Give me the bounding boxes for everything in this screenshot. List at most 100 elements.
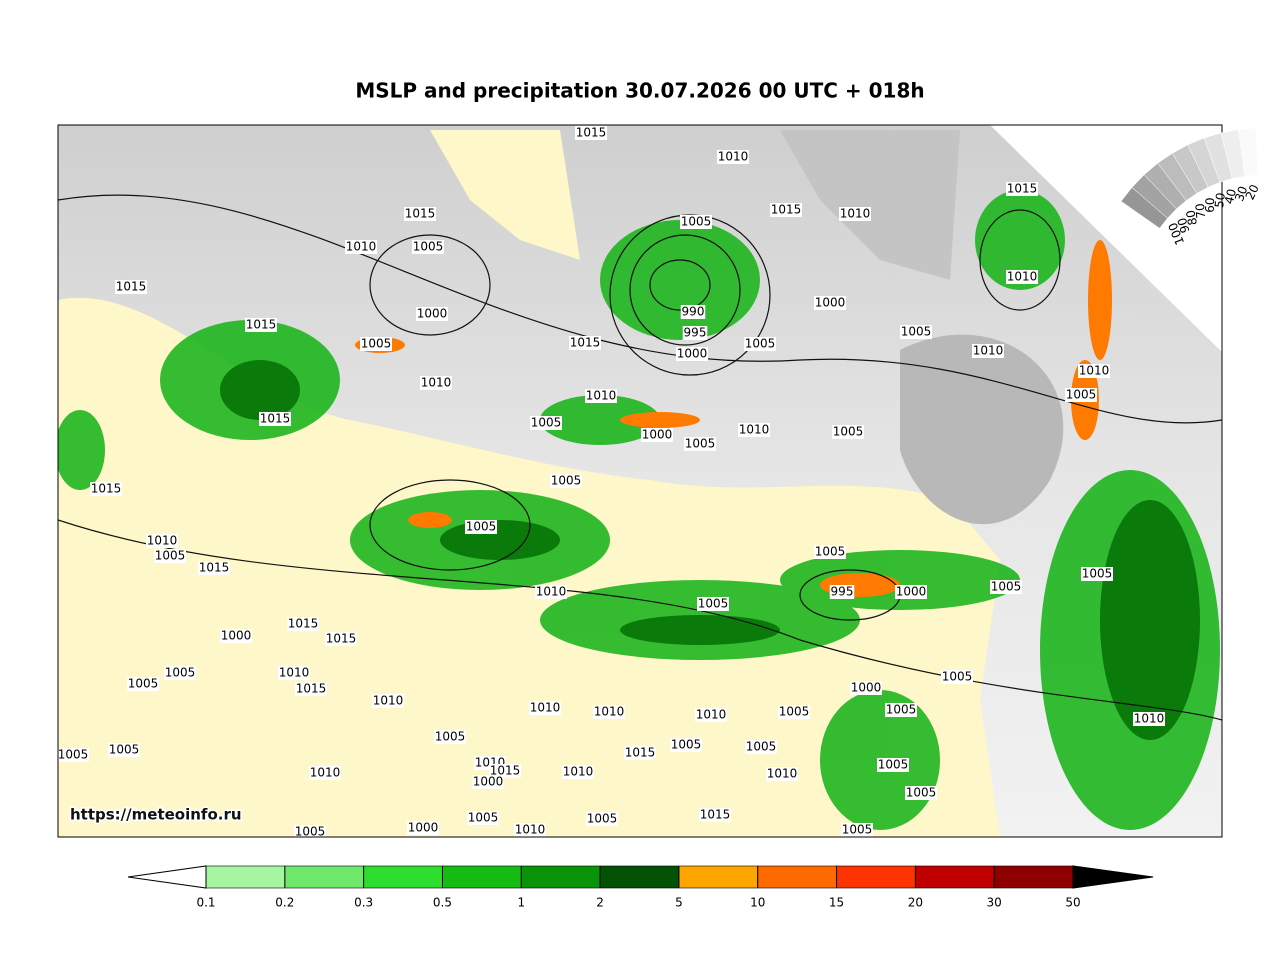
isobar-label: 1005 <box>886 703 917 717</box>
label-box <box>154 549 186 563</box>
colorbar-tick-label: 20 <box>908 896 923 910</box>
label-box <box>407 821 439 835</box>
isobar-label: 1000 <box>417 307 448 321</box>
cloud <box>900 334 1064 525</box>
label-box <box>738 423 770 437</box>
label-box <box>877 758 909 772</box>
isobar-label: 1015 <box>490 764 521 778</box>
label-box <box>744 337 776 351</box>
label-box <box>58 748 89 762</box>
isobar-label: 1005 <box>942 670 973 684</box>
isobar-label: 1005 <box>1082 567 1113 581</box>
label-box <box>814 545 846 559</box>
isobar-label: 1015 <box>700 808 731 822</box>
isobar-label: 1015 <box>576 126 607 140</box>
colorbar-tick-label: 15 <box>829 896 844 910</box>
isobar-label: 1010 <box>373 694 404 708</box>
isobar-label: 1005 <box>698 597 729 611</box>
isobar-label: 1015 <box>246 318 277 332</box>
colorbar-segment <box>442 865 522 889</box>
isobar-label: 1005 <box>991 580 1022 594</box>
label-box <box>278 666 310 680</box>
colorbar-tick-label: 0.1 <box>196 896 215 910</box>
label-box <box>259 412 291 426</box>
isobar-label: 1000 <box>221 629 252 643</box>
isobar-label: 1010 <box>563 765 594 779</box>
label-box <box>1006 270 1038 284</box>
label-box <box>360 337 392 351</box>
isobar-label: 1005 <box>779 705 810 719</box>
label-box <box>814 296 846 310</box>
isobar-label: 1010 <box>973 344 1004 358</box>
label-box <box>514 823 546 837</box>
colorbar-tick-label: 2 <box>596 896 604 910</box>
label-box <box>416 307 448 321</box>
isobar-label: 1005 <box>587 812 618 826</box>
isobar-label: 1015 <box>288 617 319 631</box>
isobar-label: 1015 <box>625 746 656 760</box>
label-box <box>345 240 377 254</box>
isobar-label: 1005 <box>435 730 466 744</box>
label-box <box>841 823 873 837</box>
colorbar-under <box>127 865 207 889</box>
label-box <box>472 775 504 789</box>
isobar-label: 1005 <box>58 748 89 762</box>
label-box <box>624 746 656 760</box>
label-box <box>778 705 810 719</box>
isobar-label: 1005 <box>681 215 712 229</box>
label-box <box>90 482 122 496</box>
isobars <box>58 194 1222 721</box>
label-box <box>895 585 927 599</box>
cloud-tick-label: 30 <box>1232 184 1250 203</box>
isobar-labels: 1015 1010 1015 1010 1005 1015 1000 1015 1005 1010… <box>58 126 1165 837</box>
label-box <box>325 632 357 646</box>
colorbar-segment <box>678 865 759 889</box>
label-box <box>972 344 1004 358</box>
isobar-label: 1015 <box>326 632 357 646</box>
label-box <box>569 336 601 350</box>
isobar-label: 1015 <box>570 336 601 350</box>
label-box <box>684 437 716 451</box>
label-box <box>108 743 140 757</box>
label-box <box>766 767 798 781</box>
colorbar-over <box>1072 865 1154 889</box>
isobar-label: 1005 <box>165 666 196 680</box>
isobar-label: 1015 <box>296 682 327 696</box>
isobar-label: 1005 <box>671 738 702 752</box>
isobar-label: 1010 <box>1007 270 1038 284</box>
label-box <box>164 666 196 680</box>
label-box <box>198 561 230 575</box>
isobar-label: 1005 <box>155 549 186 563</box>
isobar-label: 1005 <box>901 325 932 339</box>
colorbar-segment <box>757 865 837 889</box>
label-box <box>905 786 937 800</box>
colorbar-tick-label: 30 <box>987 896 1002 910</box>
isobar-label: 1005 <box>413 240 444 254</box>
label-box <box>562 765 594 779</box>
isobar-label: 990 <box>682 305 705 319</box>
isobar-label: 1010 <box>594 705 625 719</box>
land <box>430 130 580 260</box>
label-box <box>697 597 729 611</box>
isobar-label: 1010 <box>840 207 871 221</box>
isobar-label: 1010 <box>767 767 798 781</box>
isobar-label: 1005 <box>1066 388 1097 402</box>
isobar-label: 1005 <box>466 520 497 534</box>
isobar-label: 1005 <box>128 677 159 691</box>
colorbar-tick-label: 0.5 <box>433 896 452 910</box>
isobar-label: 1010 <box>421 376 452 390</box>
label-box <box>309 766 341 780</box>
colorbar-tick-label: 0.2 <box>275 896 294 910</box>
label-box <box>535 585 567 599</box>
label-box <box>1133 712 1165 726</box>
isobar-label: 1005 <box>468 811 499 825</box>
watermark: https://meteoinfo.ru <box>70 806 242 824</box>
isobar-label: 995 <box>684 326 707 340</box>
isobar-label: 1010 <box>279 666 310 680</box>
isobar-label: 1000 <box>408 821 439 835</box>
isobar-label: 1000 <box>642 428 673 442</box>
colorbar-segment <box>363 865 443 889</box>
label-box <box>465 520 497 534</box>
